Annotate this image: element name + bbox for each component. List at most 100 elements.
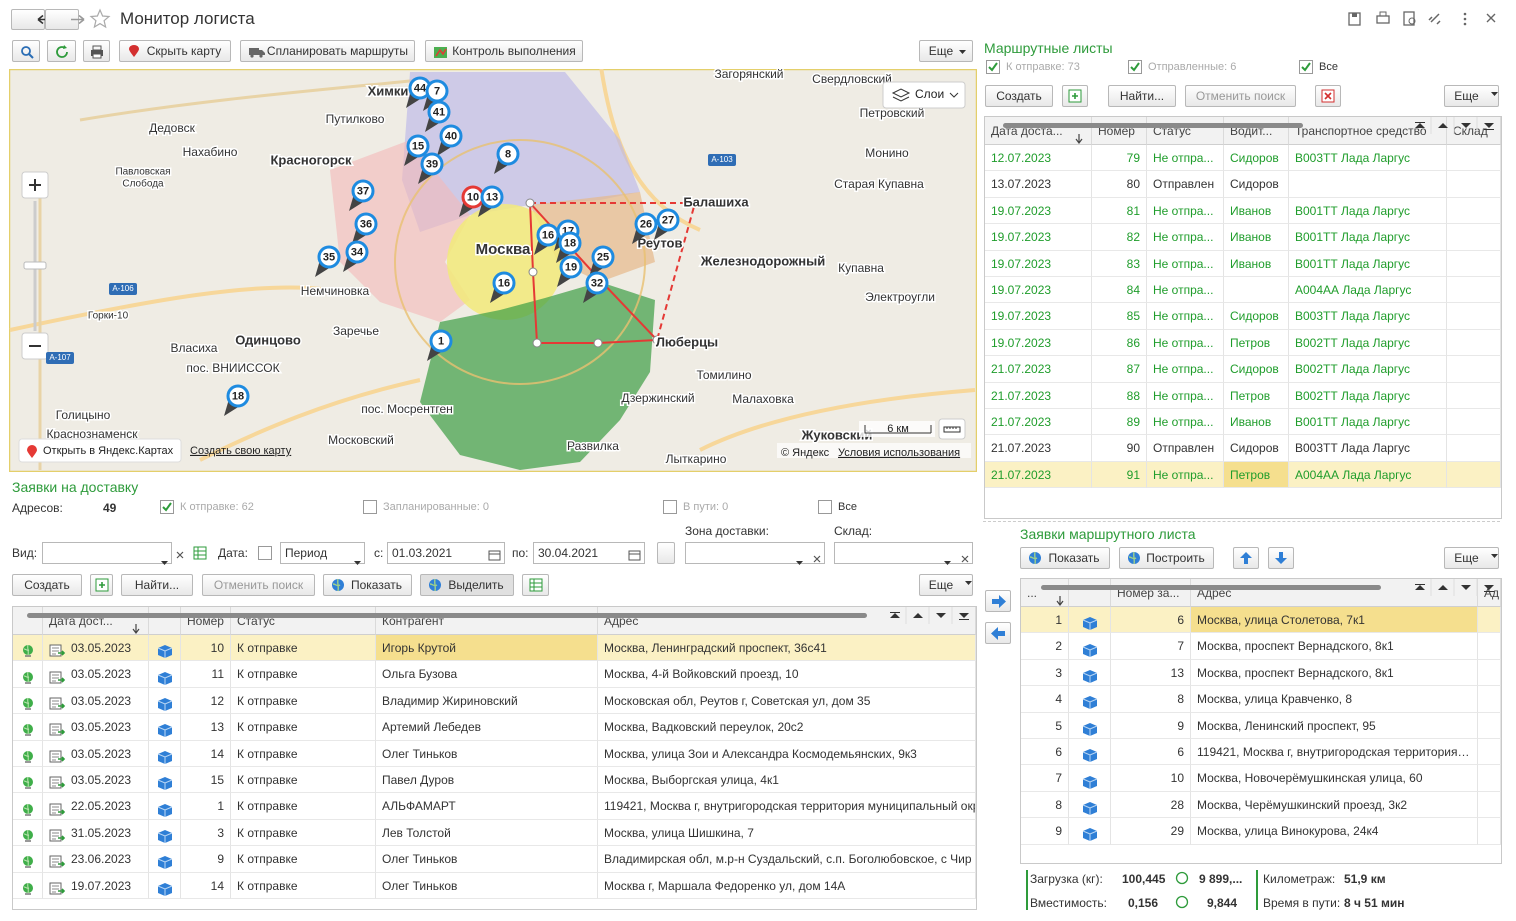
place-label: Дедовск — [149, 121, 195, 135]
more-button[interactable]: Еще — [919, 40, 973, 62]
button[interactable]: Построить — [1119, 547, 1214, 569]
hide-map-button[interactable]: Скрыть карту — [119, 40, 231, 62]
button[interactable]: Найти... — [121, 574, 193, 596]
address: Москва, Выборгская улица, 4к1 — [598, 767, 976, 794]
input-field[interactable] — [42, 542, 172, 565]
number: 15 — [210, 773, 224, 787]
scroll-buttons[interactable] — [1409, 579, 1499, 596]
scroll-buttons[interactable] — [1409, 117, 1499, 134]
checkbox[interactable] — [1299, 60, 1313, 74]
icon-wrap — [1082, 719, 1098, 738]
map-marker[interactable]: 27 — [654, 208, 680, 240]
button[interactable] — [657, 542, 675, 564]
button[interactable]: Отменить поиск — [202, 574, 315, 596]
button[interactable] — [1062, 85, 1088, 107]
number: 11 — [181, 661, 231, 688]
checkbox[interactable] — [1128, 60, 1142, 74]
map-marker[interactable]: 41 — [425, 100, 451, 132]
button[interactable]: Выделить — [420, 574, 514, 596]
button-label: Еще — [1454, 89, 1479, 103]
map-marker[interactable]: 26 — [632, 212, 658, 244]
map-marker[interactable]: 37 — [349, 179, 375, 211]
search-button[interactable] — [12, 40, 40, 62]
address: 119421, Москва г, внутригородская террит… — [604, 799, 976, 814]
remove-from-route-button[interactable] — [985, 622, 1011, 644]
status: К отправке — [237, 773, 298, 787]
button[interactable]: Создать — [12, 574, 82, 596]
button[interactable]: Создать — [985, 85, 1053, 107]
row-index: 6 — [1055, 745, 1062, 759]
button[interactable]: Еще — [1444, 85, 1499, 107]
date: 03.05.2023 — [71, 746, 132, 761]
map-marker[interactable]: 15 — [404, 134, 430, 166]
map-marker[interactable]: 39 — [418, 152, 444, 184]
map-marker[interactable]: 19 — [557, 255, 583, 287]
map[interactable]: Загорянский Свердловский Химки Петровский Пу… — [9, 69, 977, 472]
driver — [1224, 277, 1289, 304]
favorite-star[interactable] — [89, 8, 111, 30]
map-marker[interactable]: 18 — [556, 231, 582, 263]
add-to-route-button[interactable] — [985, 590, 1011, 612]
map-marker[interactable]: 7 — [423, 79, 449, 111]
address: Москва, проспект Вернадского, 8к1 — [1197, 665, 1394, 680]
map-marker[interactable]: 35 — [315, 245, 341, 277]
number: 13 — [1170, 665, 1184, 680]
map-marker[interactable]: 18 — [224, 384, 250, 416]
field-label: Зона доставки: — [685, 524, 769, 538]
button-label: Найти... — [134, 578, 180, 592]
button[interactable]: Отменить поиск — [1185, 85, 1296, 107]
status: Не отпра... — [1153, 309, 1214, 324]
button[interactable] — [522, 574, 549, 596]
cell — [1478, 712, 1501, 739]
map-marker[interactable]: 40 — [437, 124, 463, 156]
map-marker[interactable]: 32 — [583, 271, 609, 303]
input-field[interactable]: 30.04.2021 — [533, 542, 645, 564]
back-button[interactable] — [11, 9, 51, 30]
print-button[interactable] — [83, 40, 110, 62]
button[interactable]: Показать — [1020, 547, 1110, 569]
checkbox[interactable] — [258, 546, 272, 560]
input-field[interactable]: 01.03.2021 — [387, 542, 505, 564]
scroll-buttons[interactable] — [884, 607, 974, 624]
input-field[interactable] — [834, 542, 973, 565]
checkbox[interactable] — [818, 500, 832, 514]
driver: Сидоров — [1224, 171, 1289, 198]
layers-button[interactable]: Слои — [882, 81, 966, 109]
input-field[interactable] — [685, 542, 825, 565]
map-marker[interactable]: 16 — [534, 223, 560, 255]
forward-button[interactable] — [45, 9, 85, 30]
button[interactable] — [1233, 547, 1259, 569]
row-index: 3 — [1021, 659, 1069, 687]
button[interactable]: Найти... — [1108, 85, 1176, 107]
contragent: Артемий Лебедев — [376, 714, 598, 741]
control-button[interactable]: Контроль выполнения — [425, 40, 583, 62]
button[interactable] — [1268, 547, 1294, 569]
cell — [149, 661, 181, 688]
status: Не отпра... — [1153, 388, 1214, 403]
button[interactable]: Еще — [1444, 547, 1499, 569]
button[interactable] — [1315, 85, 1341, 107]
map-marker[interactable]: 13 — [478, 185, 504, 217]
checkbox[interactable] — [363, 500, 377, 514]
map-marker[interactable]: 8 — [494, 142, 520, 174]
map-marker[interactable]: 36 — [352, 212, 378, 244]
button[interactable]: Еще — [919, 574, 973, 596]
map-marker[interactable]: 10 — [459, 185, 485, 217]
zoom-control[interactable] — [21, 171, 49, 360]
checkbox[interactable] — [663, 500, 677, 514]
address: Москва, 4-й Войковский проезд, 10 — [604, 667, 799, 682]
caret-icon — [1491, 554, 1498, 558]
checkbox[interactable] — [986, 60, 1000, 74]
button[interactable]: Показать — [323, 574, 412, 596]
checkbox[interactable] — [160, 500, 174, 514]
date: 12.07.2023 — [985, 145, 1092, 172]
button[interactable] — [90, 574, 113, 596]
refresh-button[interactable] — [47, 40, 76, 62]
plan-routes-button[interactable]: Спланировать маршруты — [240, 40, 415, 62]
open-in-yandex[interactable]: Открыть в Яндекс.Картах — [18, 438, 182, 463]
cell — [1069, 607, 1111, 634]
input-field[interactable]: Период — [280, 542, 365, 565]
map-marker[interactable]: 1 — [427, 329, 453, 361]
map-marker[interactable]: 34 — [343, 240, 369, 272]
map-marker[interactable]: 16 — [490, 271, 516, 303]
